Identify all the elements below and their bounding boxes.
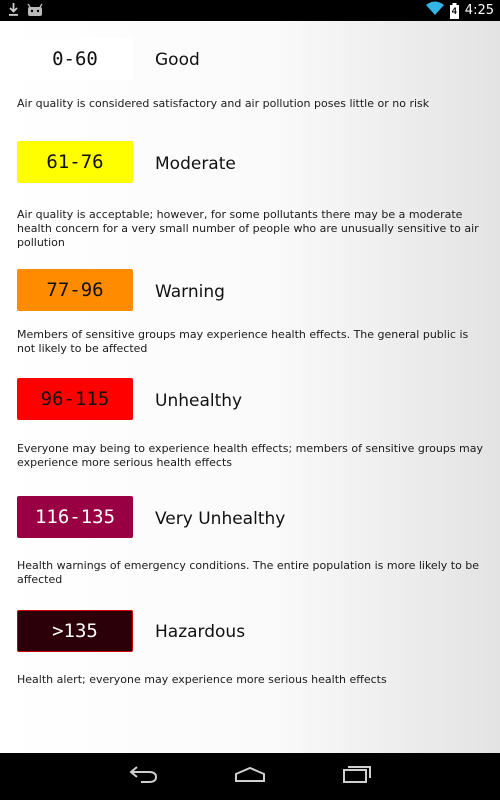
download-icon <box>8 3 19 21</box>
range-badge: 61-76 <box>17 141 133 183</box>
battery-icon: 4 <box>449 2 459 19</box>
home-button[interactable] <box>234 765 266 787</box>
wifi-icon <box>425 1 444 20</box>
category-description: Health warnings of emergency conditions.… <box>17 559 480 586</box>
android-icon <box>27 3 43 21</box>
category-description: Air quality is acceptable; however, for … <box>17 208 479 249</box>
category-label: Good <box>155 50 200 70</box>
range-badge: >135 <box>17 610 133 652</box>
back-icon <box>129 765 159 788</box>
aqi-legend: 0-60 Good Air quality is considered sati… <box>0 21 500 753</box>
home-icon <box>234 766 266 787</box>
range-badge: 0-60 <box>17 38 133 80</box>
recent-apps-icon <box>342 765 372 788</box>
battery-level: 4 <box>451 5 457 16</box>
recent-apps-button[interactable] <box>341 765 373 787</box>
category-description: Members of sensitive groups may experien… <box>17 328 469 355</box>
category-description: Health alert; everyone may experience mo… <box>17 673 387 686</box>
category-description: Everyone may being to experience health … <box>17 442 484 469</box>
category-description: Air quality is considered satisfactory a… <box>17 97 430 110</box>
range-badge: 96-115 <box>17 378 133 420</box>
back-button[interactable] <box>128 765 160 787</box>
clock: 4:25 <box>464 3 494 18</box>
category-label: Unhealthy <box>155 391 243 411</box>
range-badge: 116-135 <box>17 496 133 538</box>
category-label: Hazardous <box>155 622 246 642</box>
status-bar: 4 4:25 <box>0 0 500 21</box>
category-label: Moderate <box>155 154 236 174</box>
category-label: Warning <box>155 282 225 302</box>
category-label: Very Unhealthy <box>155 509 286 529</box>
navigation-bar <box>0 753 500 800</box>
range-badge: 77-96 <box>17 269 133 311</box>
